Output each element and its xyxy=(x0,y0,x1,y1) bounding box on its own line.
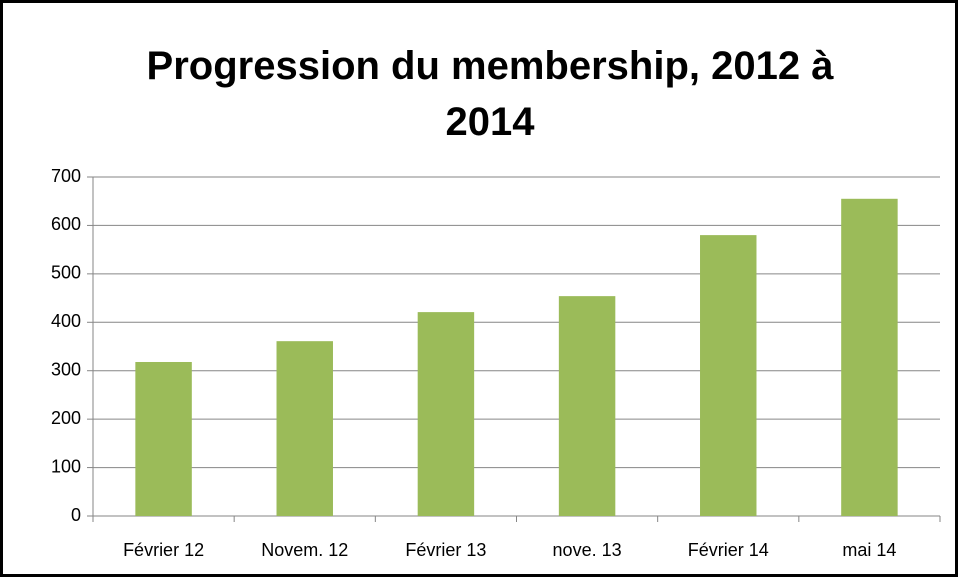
x-tick-label: Février 12 xyxy=(123,540,204,560)
x-tick-label: nove. 13 xyxy=(553,540,622,560)
y-tick-label: 600 xyxy=(51,214,81,234)
y-tick-label: 400 xyxy=(51,311,81,331)
y-tick-label: 200 xyxy=(51,408,81,428)
bar xyxy=(135,361,192,516)
x-tick-label: Novem. 12 xyxy=(261,540,348,560)
bar xyxy=(276,341,333,516)
bar xyxy=(558,296,616,516)
y-tick-label: 0 xyxy=(71,505,81,525)
x-tick-label: Février 13 xyxy=(405,540,486,560)
y-tick-label: 500 xyxy=(51,263,81,283)
x-tick-label: mai 14 xyxy=(842,540,896,560)
y-tick-label: 700 xyxy=(51,166,81,186)
chart-title: Progression du membership, 2012 à 2014 xyxy=(146,44,834,144)
y-tick-label: 300 xyxy=(51,359,81,379)
x-tick-label: Février 14 xyxy=(688,540,769,560)
bar xyxy=(700,235,757,516)
bar xyxy=(841,198,898,517)
y-tick-label: 100 xyxy=(51,456,81,476)
bar xyxy=(417,312,475,516)
